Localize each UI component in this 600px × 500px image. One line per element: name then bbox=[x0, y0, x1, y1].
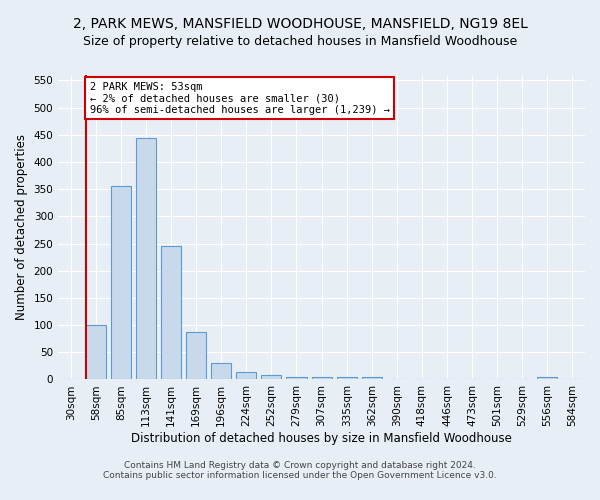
Text: 2, PARK MEWS, MANSFIELD WOODHOUSE, MANSFIELD, NG19 8EL: 2, PARK MEWS, MANSFIELD WOODHOUSE, MANSF… bbox=[73, 18, 527, 32]
Bar bbox=[211, 363, 231, 380]
Bar bbox=[136, 138, 156, 380]
Y-axis label: Number of detached properties: Number of detached properties bbox=[15, 134, 28, 320]
Bar bbox=[538, 378, 557, 380]
Bar bbox=[86, 325, 106, 380]
X-axis label: Distribution of detached houses by size in Mansfield Woodhouse: Distribution of detached houses by size … bbox=[131, 432, 512, 445]
Text: Contains HM Land Registry data © Crown copyright and database right 2024.
Contai: Contains HM Land Registry data © Crown c… bbox=[103, 460, 497, 480]
Bar bbox=[262, 375, 281, 380]
Bar bbox=[186, 332, 206, 380]
Bar bbox=[111, 186, 131, 380]
Bar bbox=[286, 376, 307, 380]
Text: Size of property relative to detached houses in Mansfield Woodhouse: Size of property relative to detached ho… bbox=[83, 35, 517, 48]
Bar bbox=[337, 378, 357, 380]
Bar bbox=[311, 376, 332, 380]
Bar bbox=[161, 246, 181, 380]
Bar bbox=[362, 376, 382, 380]
Text: 2 PARK MEWS: 53sqm
← 2% of detached houses are smaller (30)
96% of semi-detached: 2 PARK MEWS: 53sqm ← 2% of detached hous… bbox=[89, 82, 389, 114]
Bar bbox=[236, 372, 256, 380]
